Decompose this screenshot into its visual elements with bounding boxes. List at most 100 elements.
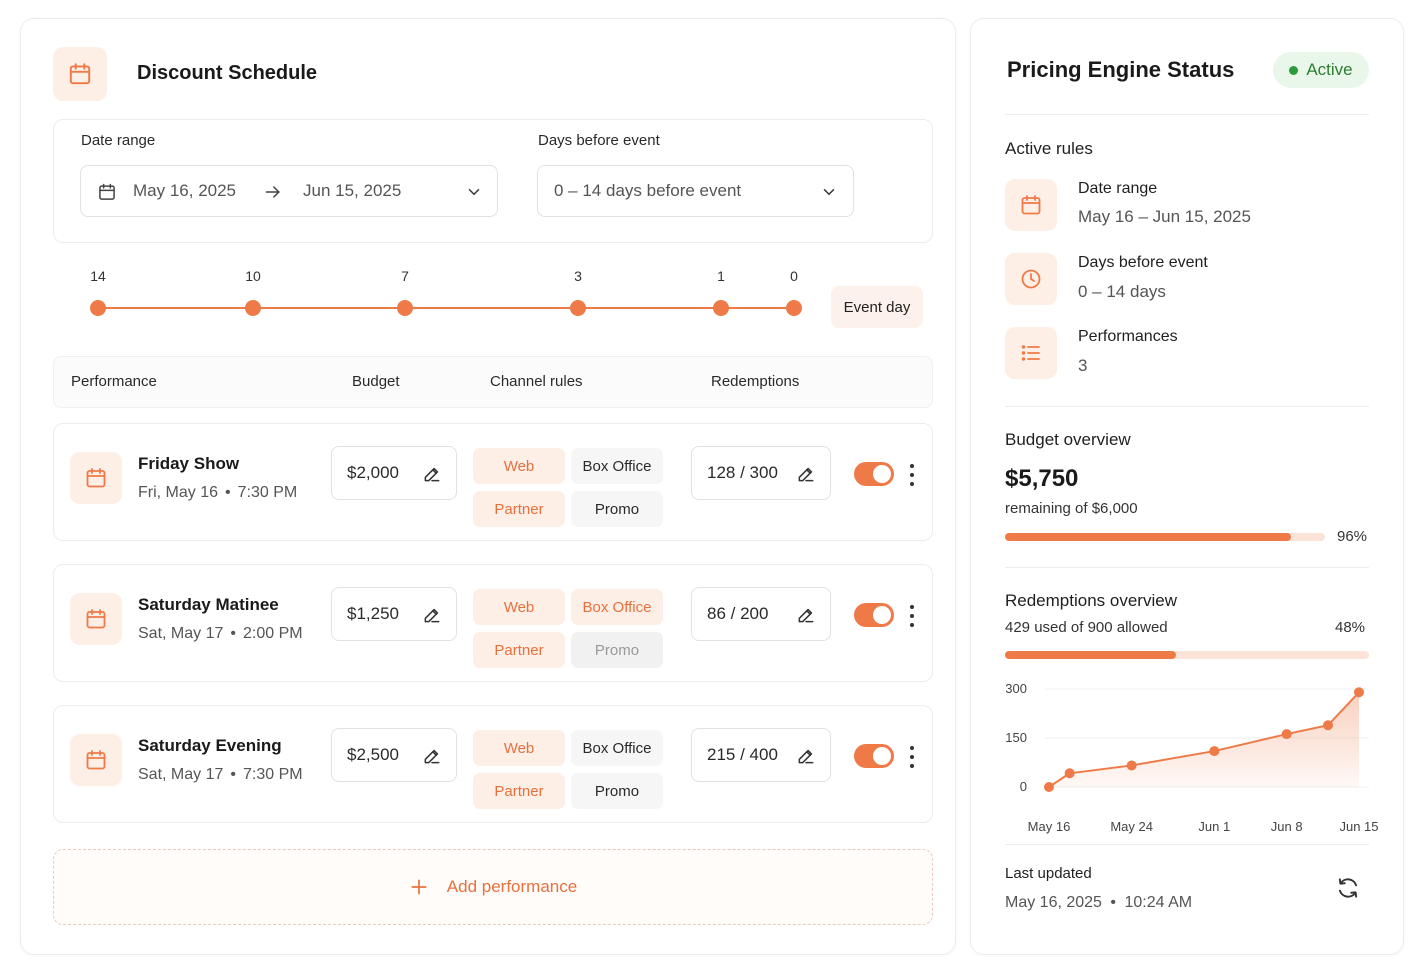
budget-value: $2,500 bbox=[347, 745, 399, 764]
redemptions-overview-label: Redemptions overview bbox=[1005, 591, 1177, 610]
channel-chip[interactable]: Web bbox=[473, 589, 565, 625]
redemptions-used: 429 used of 900 allowed bbox=[1005, 619, 1168, 636]
edit-icon[interactable] bbox=[796, 605, 816, 630]
channel-chip[interactable]: Promo bbox=[571, 773, 663, 809]
channel-chip[interactable]: Promo bbox=[571, 632, 663, 668]
more-options-icon[interactable] bbox=[905, 464, 919, 486]
timeline-day-label: 10 bbox=[245, 268, 261, 284]
performance-toggle[interactable] bbox=[854, 462, 894, 486]
budget-field[interactable]: $2,500 bbox=[331, 728, 457, 782]
timeline-point[interactable] bbox=[397, 300, 413, 316]
budget-percent: 96% bbox=[1337, 528, 1368, 545]
redemptions-field[interactable]: 128 / 300 bbox=[691, 446, 831, 500]
edit-icon[interactable] bbox=[796, 746, 816, 771]
days-timeline: 14 10 7 3 1 0 Event day bbox=[21, 259, 957, 339]
rule-value: 3 bbox=[1078, 356, 1088, 375]
status-badge: Active bbox=[1273, 52, 1369, 88]
budget-field[interactable]: $1,250 bbox=[331, 587, 457, 641]
date-start: May 16, 2025 bbox=[133, 181, 237, 200]
data-point bbox=[1323, 720, 1333, 731]
x-tick-label: May 16 bbox=[1028, 819, 1071, 834]
edit-icon[interactable] bbox=[422, 746, 442, 771]
calendar-icon bbox=[70, 452, 122, 504]
days-before-select[interactable]: 0 – 14 days before event bbox=[537, 165, 854, 217]
channel-chip[interactable]: Box Office bbox=[571, 448, 663, 484]
redemptions-value: 128 / 300 bbox=[707, 463, 778, 482]
clock-icon bbox=[1005, 253, 1057, 305]
timeline-day-label: 1 bbox=[717, 268, 725, 284]
column-channel-rules: Channel rules bbox=[490, 373, 583, 390]
budget-remaining: remaining of $6,000 bbox=[1005, 500, 1138, 517]
edit-icon[interactable] bbox=[796, 464, 816, 489]
separator-dot: • bbox=[1110, 894, 1117, 911]
refresh-button[interactable] bbox=[1335, 875, 1361, 901]
timeline-point[interactable] bbox=[245, 300, 261, 316]
chevron-down-icon bbox=[468, 189, 480, 196]
more-options-icon[interactable] bbox=[905, 746, 919, 768]
redemptions-progress-fill bbox=[1005, 651, 1177, 659]
data-point bbox=[1064, 768, 1075, 779]
chevron-down-icon bbox=[823, 189, 835, 196]
pricing-status-card: Pricing Engine Status Active Active rule… bbox=[970, 18, 1404, 955]
performance-datetime: Sat, May 17 • 7:30 PM bbox=[138, 766, 303, 784]
channel-chip[interactable]: Partner bbox=[473, 491, 565, 527]
days-before-value: 0 – 14 days before event bbox=[554, 181, 742, 200]
column-performance: Performance bbox=[71, 373, 157, 390]
channel-chip[interactable]: Web bbox=[473, 448, 565, 484]
budget-progress-fill bbox=[1005, 533, 1291, 541]
redemptions-chart: 300 150 0 May 16 May 24 Jun 1 Jun 8 Jun 15 bbox=[1005, 681, 1378, 834]
separator-dot: • bbox=[230, 766, 236, 783]
rule-label: Days before event bbox=[1078, 254, 1208, 271]
add-performance-label: Add performance bbox=[446, 877, 578, 896]
rule-value: May 16 – Jun 15, 2025 bbox=[1078, 207, 1251, 226]
redemptions-percent: 48% bbox=[1335, 619, 1366, 636]
budget-value: $1,250 bbox=[347, 604, 399, 623]
timeline-point[interactable] bbox=[786, 300, 802, 316]
channel-chip[interactable]: Promo bbox=[571, 491, 663, 527]
budget-overview-label: Budget overview bbox=[1005, 430, 1131, 449]
refresh-icon bbox=[1338, 878, 1358, 898]
edit-icon[interactable] bbox=[422, 605, 442, 630]
timeline-day-label: 14 bbox=[90, 268, 106, 284]
performance-time: 7:30 PM bbox=[242, 766, 303, 783]
budget-amount: $5,750 bbox=[1005, 465, 1079, 492]
timeline-point[interactable] bbox=[713, 300, 729, 316]
date-range-select[interactable]: May 16, 2025 Jun 15, 2025 bbox=[80, 165, 498, 217]
active-rules-label: Active rules bbox=[1005, 139, 1093, 158]
event-day-label: Event day bbox=[831, 286, 923, 328]
column-redemptions: Redemptions bbox=[711, 373, 800, 390]
add-performance-button[interactable]: Add performance bbox=[53, 849, 933, 925]
redemptions-field[interactable]: 215 / 400 bbox=[691, 728, 831, 782]
performance-toggle[interactable] bbox=[854, 603, 894, 627]
performance-toggle[interactable] bbox=[854, 744, 894, 768]
y-tick-label: 300 bbox=[1005, 681, 1027, 696]
channel-chip[interactable]: Partner bbox=[473, 773, 565, 809]
performance-datetime: Sat, May 17 • 2:00 PM bbox=[138, 625, 303, 643]
x-tick-label: Jun 8 bbox=[1271, 819, 1303, 834]
timeline-day-label: 7 bbox=[401, 268, 409, 284]
channel-chip[interactable]: Web bbox=[473, 730, 565, 766]
budget-field[interactable]: $2,000 bbox=[331, 446, 457, 500]
rule-label: Performances bbox=[1078, 328, 1178, 345]
rule-label: Date range bbox=[1078, 180, 1158, 197]
timeline-point[interactable] bbox=[90, 300, 106, 316]
timeline-point[interactable] bbox=[570, 300, 586, 316]
channel-chip[interactable]: Partner bbox=[473, 632, 565, 668]
calendar-icon bbox=[70, 734, 122, 786]
redemptions-field[interactable]: 86 / 200 bbox=[691, 587, 831, 641]
more-options-icon[interactable] bbox=[905, 605, 919, 627]
data-point bbox=[1044, 782, 1054, 792]
column-budget: Budget bbox=[352, 373, 400, 390]
timeline-day-label: 3 bbox=[574, 268, 582, 284]
data-point bbox=[1281, 729, 1292, 740]
performance-date: Fri, May 16 bbox=[138, 484, 219, 501]
table-header: Performance Budget Channel rules Redempt… bbox=[53, 356, 933, 408]
page-title: Discount Schedule bbox=[137, 62, 318, 84]
edit-icon[interactable] bbox=[422, 464, 442, 489]
last-updated-value: May 16, 2025 • 10:24 AM bbox=[1005, 894, 1192, 912]
channel-chip[interactable]: Box Office bbox=[571, 589, 663, 625]
calendar-icon bbox=[70, 593, 122, 645]
channel-chip[interactable]: Box Office bbox=[571, 730, 663, 766]
budget-progress bbox=[1005, 533, 1325, 541]
divider bbox=[1005, 114, 1369, 115]
